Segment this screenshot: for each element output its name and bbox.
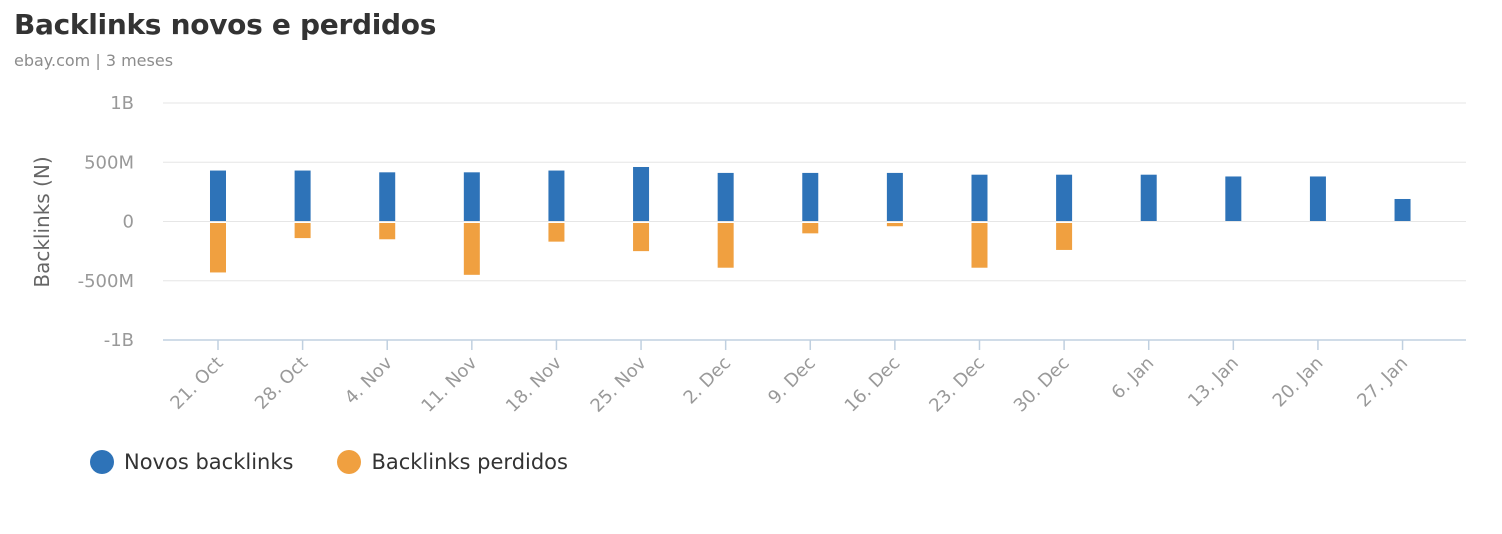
bar-backlinks-perdidos xyxy=(886,223,903,227)
bar-novos-backlinks xyxy=(294,170,311,221)
bar-backlinks-perdidos xyxy=(971,223,988,268)
legend-swatch-new xyxy=(90,450,114,474)
chart-title: Backlinks novos e perdidos xyxy=(14,8,437,41)
bar-backlinks-perdidos xyxy=(463,223,480,275)
x-tick-label: 20. Jan xyxy=(1269,353,1328,412)
x-tick-label: 2. Dec xyxy=(680,353,736,409)
y-axis-title: Backlinks (N) xyxy=(30,156,54,287)
bar-novos-backlinks xyxy=(379,172,396,221)
chart-subtitle: ebay.com | 3 meses xyxy=(14,51,174,70)
bar-novos-backlinks xyxy=(886,172,903,221)
bar-novos-backlinks xyxy=(463,172,480,221)
legend-label-lost: Backlinks perdidos xyxy=(371,450,568,474)
y-tick-label: -1B xyxy=(104,330,134,351)
x-tick-label: 27. Jan xyxy=(1353,353,1412,412)
bar-novos-backlinks xyxy=(1394,198,1411,221)
bar-backlinks-perdidos xyxy=(633,223,650,252)
bar-novos-backlinks xyxy=(802,172,819,221)
x-tick-label: 25. Nov xyxy=(587,352,651,416)
x-tick-label: 21. Oct xyxy=(166,353,227,414)
bar-backlinks-perdidos xyxy=(294,223,311,239)
x-tick-label: 4. Nov xyxy=(341,352,397,408)
y-tick-label: 0 xyxy=(123,212,134,233)
x-tick-label: 13. Jan xyxy=(1184,353,1243,412)
y-tick-label: 1B xyxy=(110,93,134,114)
legend-item-new[interactable]: Novos backlinks xyxy=(90,450,293,474)
bar-novos-backlinks xyxy=(1309,176,1326,221)
x-tick-label: 16. Dec xyxy=(841,353,905,417)
bar-novos-backlinks xyxy=(1056,174,1073,221)
x-tick-label: 6. Jan xyxy=(1108,353,1159,404)
bar-novos-backlinks xyxy=(971,174,988,221)
x-tick-label: 28. Oct xyxy=(251,353,312,414)
bar-backlinks-perdidos xyxy=(379,223,396,240)
legend-label-new: Novos backlinks xyxy=(124,450,294,474)
bar-backlinks-perdidos xyxy=(717,223,734,268)
bar-backlinks-perdidos xyxy=(802,223,819,234)
x-tick-label: 30. Dec xyxy=(1010,353,1074,417)
legend-swatch-lost xyxy=(337,450,362,474)
bar-novos-backlinks xyxy=(1225,176,1242,221)
x-tick-label: 18. Nov xyxy=(502,352,566,416)
bar-backlinks-perdidos xyxy=(1056,223,1073,250)
backlinks-bar-chart: 1B 500M 0 -500M -1B Backlinks (N) 21. Oct 28. O… xyxy=(30,93,1466,417)
bar-novos-backlinks xyxy=(1140,174,1157,221)
bar-novos-backlinks xyxy=(633,166,650,221)
x-tick-label: 9. Dec xyxy=(764,353,820,409)
bar-novos-backlinks xyxy=(717,172,734,221)
bar-novos-backlinks xyxy=(548,170,565,221)
x-tick-label: 23. Dec xyxy=(925,353,989,417)
chart-legend: Novos backlinks Backlinks perdidos xyxy=(90,450,568,474)
y-tick-label: 500M xyxy=(84,152,134,173)
bar-novos-backlinks xyxy=(209,170,226,221)
bar-backlinks-perdidos xyxy=(548,223,565,242)
y-tick-label: -500M xyxy=(78,271,134,292)
legend-item-lost[interactable]: Backlinks perdidos xyxy=(337,450,568,474)
bar-backlinks-perdidos xyxy=(209,223,226,273)
x-tick-label: 11. Nov xyxy=(417,352,481,416)
